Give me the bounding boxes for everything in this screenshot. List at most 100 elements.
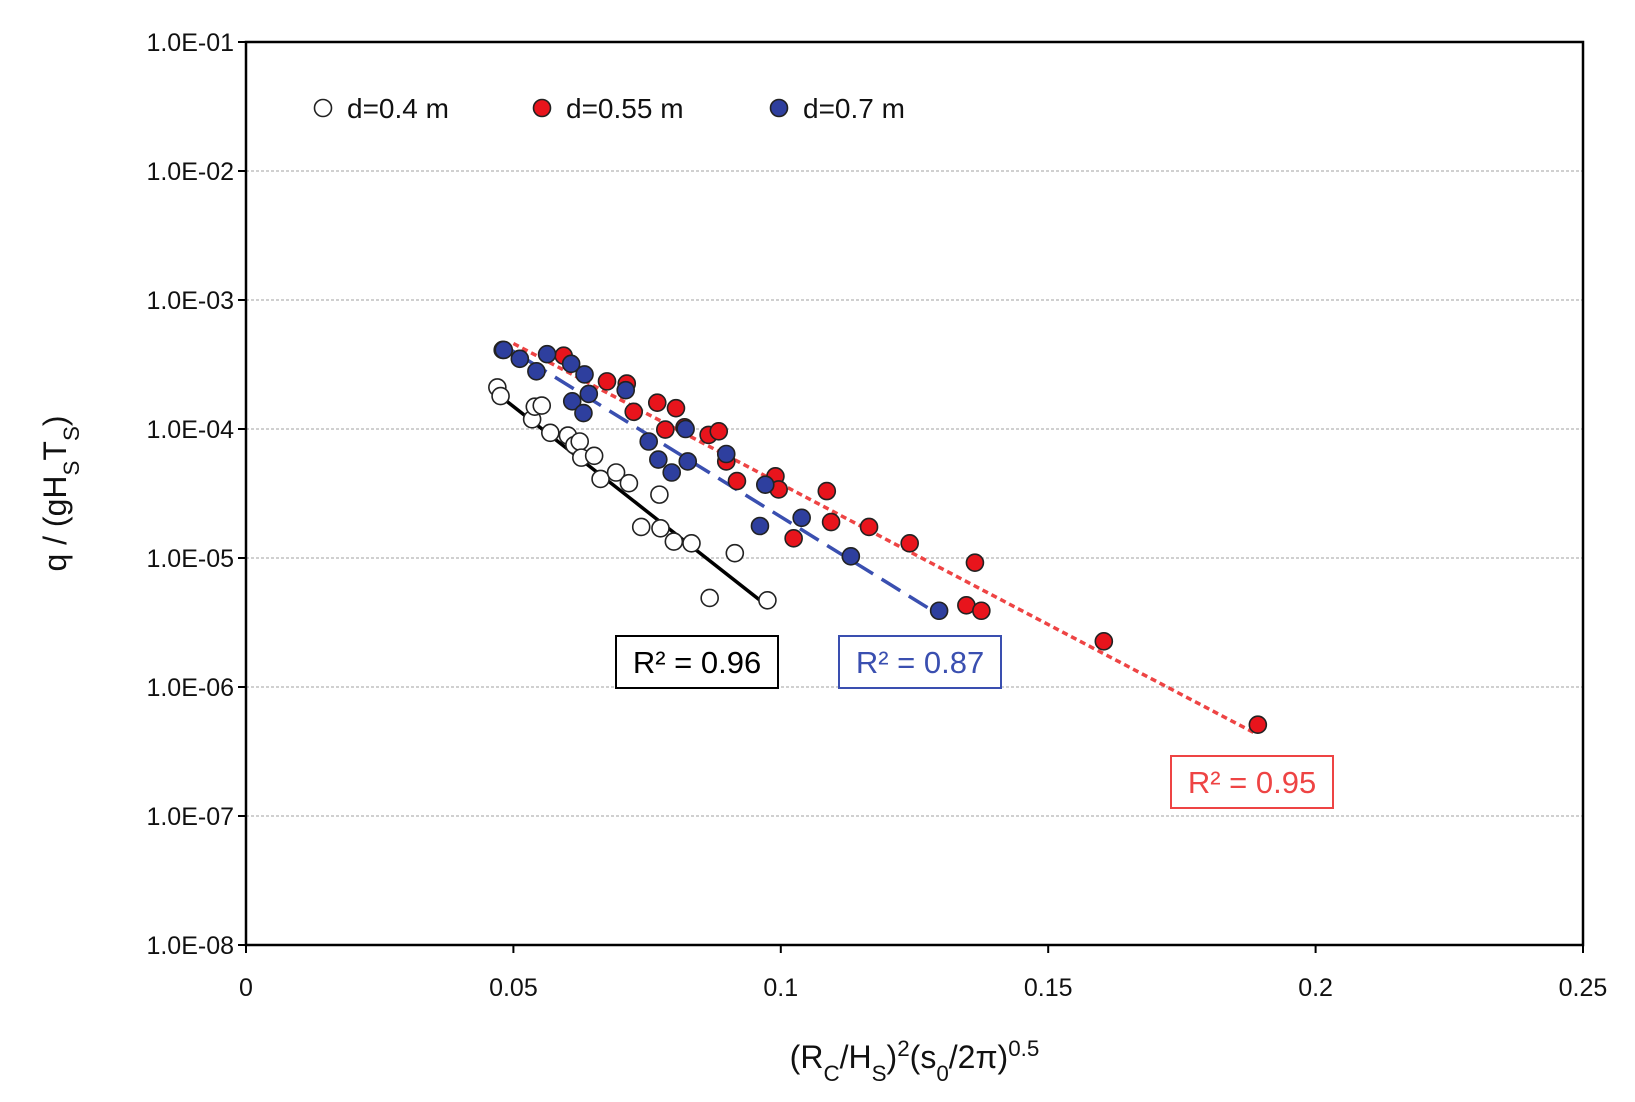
label-part: T: [37, 441, 73, 461]
data-point: [662, 463, 682, 482]
data-point: [649, 450, 668, 469]
data-point: [664, 532, 684, 551]
label-part: q / (gH: [37, 476, 73, 572]
x-tick-label: 0.1: [763, 974, 798, 1002]
data-point: [619, 473, 639, 493]
r2-label: R² = 0.96: [633, 645, 761, 680]
x-tick-label: 0: [239, 974, 253, 1002]
r2-label: R² = 0.87: [856, 645, 984, 680]
y-tick-label: 1.0E-08: [146, 932, 234, 960]
data-point: [784, 529, 803, 548]
label-part: /2π): [949, 1039, 1008, 1075]
legend-marker: [313, 98, 333, 118]
legend-label: d=0.7 m: [803, 93, 905, 124]
y-tick-label: 1.0E-07: [146, 803, 234, 831]
data-point: [758, 590, 777, 610]
data-point: [651, 518, 670, 538]
x-axis-label: (RC/HS)2(s0/2π)0.5: [790, 1036, 1040, 1086]
y-tick-label: 1.0E-02: [146, 158, 234, 186]
data-point: [570, 432, 590, 451]
data-point: [678, 452, 698, 471]
data-point: [541, 423, 560, 443]
x-tick-label: 0.05: [489, 974, 538, 1002]
legend-marker: [769, 98, 789, 118]
label-part: 0.5: [1008, 1036, 1039, 1061]
r2-box: [615, 635, 779, 689]
data-point: [527, 362, 546, 381]
r2-label: R² = 0.95: [1188, 765, 1316, 800]
data-point: [561, 354, 581, 374]
data-point: [792, 508, 811, 528]
data-point: [562, 391, 582, 411]
data-point: [1248, 715, 1268, 735]
x-tick-label: 0.25: [1559, 974, 1608, 1002]
label-part: /H: [840, 1039, 872, 1075]
label-part: (R: [790, 1039, 824, 1075]
legend-label: d=0.4 m: [347, 93, 449, 124]
data-point: [900, 534, 919, 553]
label-part: C: [823, 1061, 839, 1086]
data-point: [491, 386, 510, 406]
data-point: [597, 372, 617, 391]
label-part: 0: [936, 1061, 948, 1086]
data-point: [716, 444, 736, 464]
label-part: S: [59, 426, 84, 441]
trend-line: [499, 342, 934, 613]
label-part: ): [887, 1039, 898, 1075]
data-point: [510, 349, 530, 369]
data-point: [859, 517, 879, 537]
label-part: S: [59, 461, 84, 476]
data-point: [841, 547, 861, 566]
data-point: [682, 534, 701, 553]
data-point: [972, 601, 991, 621]
y-tick-label: 1.0E-04: [146, 416, 234, 444]
data-point: [817, 481, 837, 501]
data-point: [631, 517, 651, 537]
data-point: [965, 553, 985, 572]
data-point: [725, 543, 745, 563]
legend-label: d=0.55 m: [566, 93, 684, 124]
plot-frame: [244, 40, 1585, 947]
x-tick-label: 0.15: [1024, 974, 1073, 1002]
y-tick-label: 1.0E-03: [146, 287, 234, 315]
data-point: [624, 402, 644, 422]
r2-box: [1170, 755, 1334, 809]
data-point: [727, 471, 747, 491]
data-point: [821, 512, 841, 532]
y-axis-label: q / (gHSTS): [37, 415, 84, 571]
data-point: [709, 421, 729, 441]
data-point: [700, 588, 719, 608]
data-point: [750, 516, 770, 536]
data-point: [676, 419, 695, 439]
label-part: 2: [897, 1036, 909, 1061]
data-point: [655, 420, 675, 439]
data-point: [606, 463, 626, 482]
data-point: [639, 432, 659, 451]
label-part: (s: [910, 1039, 937, 1075]
label-part: ): [37, 415, 73, 426]
data-point: [591, 469, 610, 489]
label-part: S: [872, 1061, 887, 1086]
legend-marker: [532, 98, 552, 118]
data-point: [579, 384, 599, 404]
data-point: [647, 393, 667, 412]
data-point: [650, 485, 669, 504]
y-tick-label: 1.0E-06: [146, 674, 234, 702]
x-tick-label: 0.2: [1298, 974, 1333, 1002]
y-tick-label: 1.0E-05: [146, 545, 234, 573]
data-point: [494, 340, 514, 360]
data-point: [666, 398, 686, 418]
r2-box: [838, 635, 1002, 689]
y-tick-label: 1.0E-01: [146, 29, 234, 57]
data-point: [537, 344, 557, 364]
data-point: [532, 396, 552, 415]
data-point: [584, 446, 604, 466]
data-point: [1094, 632, 1114, 651]
data-point: [616, 380, 636, 400]
data-point: [929, 601, 949, 621]
data-point: [574, 403, 593, 423]
data-point: [755, 475, 775, 495]
